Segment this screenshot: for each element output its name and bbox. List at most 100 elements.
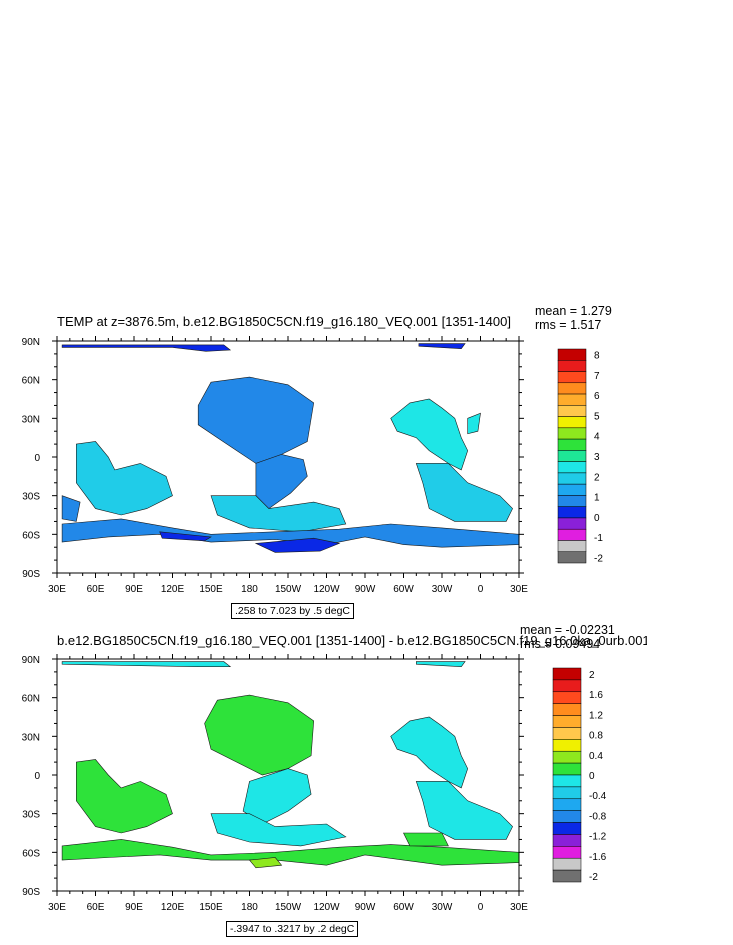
colorbar-swatch: [552, 869, 582, 883]
region-southern-ocean: [61, 839, 520, 866]
panel2-colorbar: 2 1.6 1.2 0.8 0.4 0 -0.4 -0.8 -1.2 -1.6 -2: [552, 667, 607, 883]
x-tick-label: 120E: [161, 584, 185, 595]
colorbar-swatch: [552, 762, 582, 776]
y-tick-label: 90S: [22, 887, 40, 898]
colorbar-label: 7: [594, 371, 600, 382]
panel1-rms: rms = 1.517: [535, 318, 602, 332]
x-tick-label: 60E: [87, 584, 105, 595]
colorbar-label: -1.2: [589, 832, 607, 843]
panel2-mean: mean = -0.02231: [520, 623, 615, 637]
colorbar-label: -1: [594, 533, 603, 544]
colorbar-swatch: [557, 528, 587, 541]
region-south-pacific: [210, 813, 347, 847]
colorbar-swatch: [557, 382, 587, 395]
x-tick-label: 150E: [199, 902, 223, 913]
y-tick-label: 0: [34, 771, 40, 782]
region-south-pacific: [210, 495, 347, 533]
colorbar-label: 0: [589, 771, 595, 782]
x-tick-label: 30E: [510, 902, 528, 913]
y-tick-label: 30N: [22, 732, 40, 743]
region-atlantic-small: [467, 412, 481, 435]
colorbar-swatch: [552, 727, 582, 740]
colorbar-label: 0.4: [589, 751, 603, 762]
colorbar-swatch: [557, 348, 587, 361]
colorbar-swatch: [552, 857, 582, 871]
colorbar-swatch: [552, 703, 582, 716]
y-tick-label: 0: [34, 453, 40, 464]
x-tick-label: 30E: [48, 902, 66, 913]
colorbar-swatch: [557, 461, 587, 474]
x-tick-label: 150W: [275, 584, 302, 595]
colorbar-swatch: [552, 798, 582, 811]
colorbar-label: 1.2: [589, 710, 603, 721]
region-north-pacific: [197, 376, 315, 464]
colorbar-swatch: [552, 774, 582, 788]
panel2-range-note: -.3947 to .3217 by .2 degC: [226, 921, 359, 937]
x-tick-label: 0: [478, 902, 484, 913]
x-tick-label: 60W: [393, 902, 414, 913]
region-arctic-band-east: [415, 661, 466, 668]
x-tick-label: 30W: [432, 584, 453, 595]
colorbar-label: 1: [594, 493, 600, 504]
colorbar-label: -2: [589, 872, 598, 883]
y-tick-label: 30S: [22, 810, 40, 821]
x-tick-label: 90E: [125, 584, 143, 595]
colorbar-swatch: [557, 506, 587, 519]
panel2-rms: rms = 0.09494: [520, 637, 601, 651]
colorbar-label: -0.4: [589, 791, 607, 802]
colorbar-swatch: [557, 393, 587, 406]
x-tick-label: 150E: [199, 584, 223, 595]
region-south-atlantic: [415, 781, 513, 840]
x-tick-label: 180: [241, 902, 258, 913]
colorbar-label: 1.6: [589, 690, 603, 701]
colorbar-swatch: [552, 739, 582, 752]
colorbar-swatch: [552, 822, 582, 835]
colorbar-label: 2: [594, 472, 600, 483]
region-east-pacific: [242, 768, 312, 825]
colorbar-swatch: [557, 438, 587, 451]
x-tick-label: 60E: [87, 902, 105, 913]
x-tick-label: 60W: [393, 584, 414, 595]
colorbar-label: 6: [594, 391, 600, 402]
y-tick-label: 90S: [22, 569, 40, 580]
x-tick-label: 90W: [355, 584, 376, 595]
panel1-map: 30E 60E 90E 120E 150E 180 150W 120W 90W 60W 30W 0 30…: [22, 336, 528, 595]
colorbar-label: -2: [594, 553, 603, 564]
y-tick-label: 60S: [22, 530, 40, 541]
colorbar-swatch: [552, 691, 582, 704]
y-tick-label: 30N: [22, 414, 40, 425]
colorbar-swatch: [552, 846, 582, 859]
x-tick-label: 30E: [510, 584, 528, 595]
panel1-colorbar: 8 7 6 5 4 3 2 1 0 -1 -2: [557, 348, 603, 564]
colorbar-label: 4: [594, 432, 600, 443]
colorbar-swatch: [557, 540, 587, 552]
y-tick-label: 60N: [22, 376, 40, 387]
x-tick-label: 150W: [275, 902, 302, 913]
y-tick-label: 90N: [22, 655, 40, 666]
colorbar-swatch: [552, 667, 582, 681]
colorbar-swatch: [552, 834, 582, 847]
x-tick-label: 180: [241, 584, 258, 595]
x-tick-label: 30E: [48, 584, 66, 595]
panel1-title: TEMP at z=3876.5m, b.e12.BG1850C5CN.f19_…: [57, 314, 511, 329]
colorbar-swatch: [557, 360, 587, 372]
region-indian-ocean: [76, 441, 173, 516]
x-tick-label: 90E: [125, 902, 143, 913]
x-tick-label: 0: [478, 584, 484, 595]
colorbar-swatch: [557, 371, 587, 384]
region-arctic-band: [61, 661, 232, 668]
colorbar-swatch: [552, 786, 582, 800]
colorbar-label: -0.8: [589, 811, 607, 822]
region-weddell-small: [159, 531, 212, 542]
colorbar-swatch: [557, 416, 587, 429]
region-north-pacific: [204, 694, 315, 776]
region-south-atlantic: [415, 463, 513, 522]
colorbar-swatch: [552, 810, 582, 823]
colorbar-swatch: [557, 405, 587, 417]
colorbar-label: 5: [594, 411, 600, 422]
panel2-map: 30E 60E 90E 120E 150E 180 150W 120W 90W 60W 30W 0 30…: [22, 654, 528, 913]
colorbar-swatch: [552, 679, 582, 693]
region-arctic-band-east: [418, 343, 466, 350]
region-ross-sea: [254, 537, 341, 553]
